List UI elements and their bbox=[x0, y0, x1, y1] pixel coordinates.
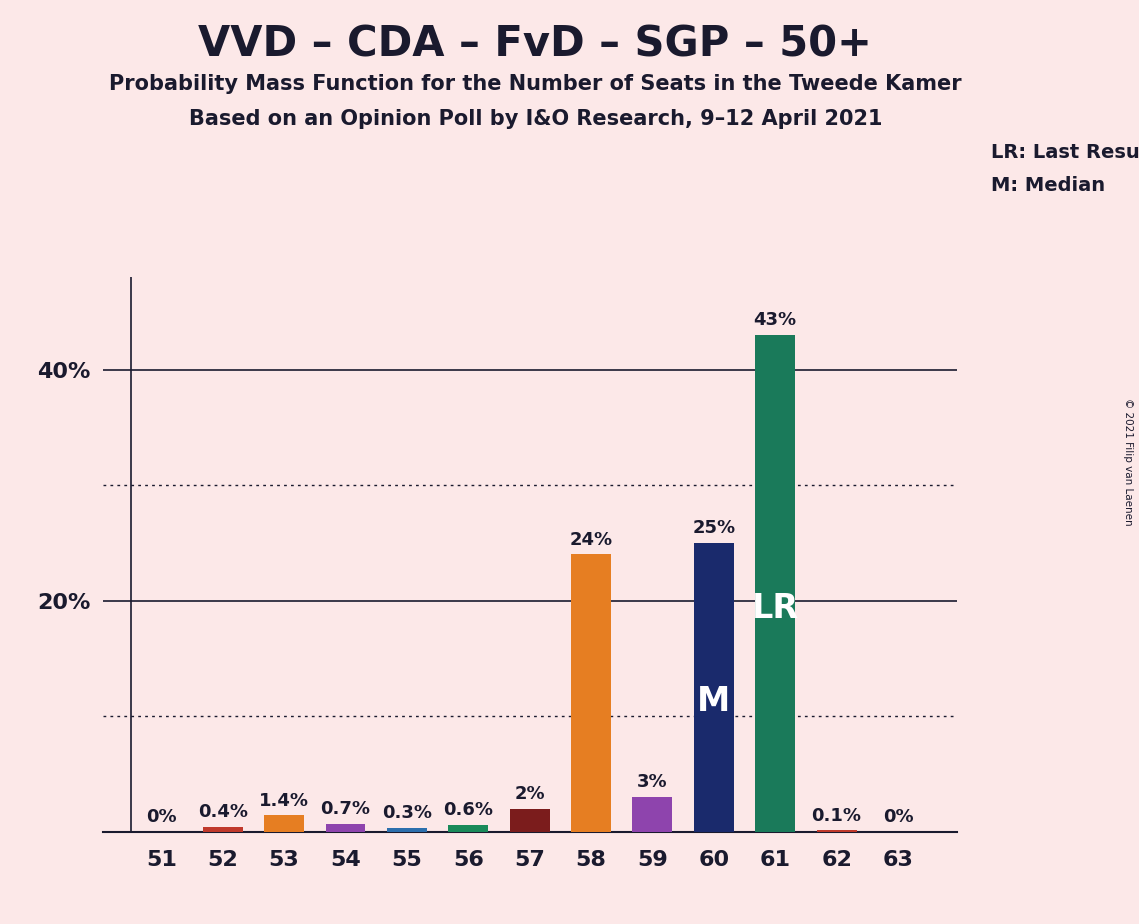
Bar bbox=[755, 335, 795, 832]
Text: M: Median: M: Median bbox=[991, 176, 1105, 195]
Text: 43%: 43% bbox=[754, 311, 797, 329]
Text: Based on an Opinion Poll by I&O Research, 9–12 April 2021: Based on an Opinion Poll by I&O Research… bbox=[189, 109, 882, 129]
Text: 0%: 0% bbox=[146, 808, 177, 826]
Text: M: M bbox=[697, 686, 730, 718]
Text: 2%: 2% bbox=[515, 784, 544, 803]
Text: 0.4%: 0.4% bbox=[198, 803, 247, 821]
Text: 0%: 0% bbox=[883, 808, 913, 826]
Bar bbox=[203, 827, 243, 832]
Bar bbox=[449, 824, 489, 832]
Bar bbox=[571, 554, 611, 832]
Bar bbox=[817, 831, 857, 832]
Text: 0.1%: 0.1% bbox=[812, 807, 861, 824]
Text: LR: Last Result: LR: Last Result bbox=[991, 143, 1139, 163]
Bar bbox=[326, 823, 366, 832]
Text: Probability Mass Function for the Number of Seats in the Tweede Kamer: Probability Mass Function for the Number… bbox=[109, 74, 961, 94]
Text: 0.3%: 0.3% bbox=[382, 805, 432, 822]
Text: LR: LR bbox=[752, 591, 798, 625]
Text: 24%: 24% bbox=[570, 530, 613, 549]
Bar bbox=[694, 543, 734, 832]
Text: 25%: 25% bbox=[693, 519, 736, 537]
Text: © 2021 Filip van Laenen: © 2021 Filip van Laenen bbox=[1123, 398, 1133, 526]
Bar bbox=[509, 808, 550, 832]
Text: VVD – CDA – FvD – SGP – 50+: VVD – CDA – FvD – SGP – 50+ bbox=[198, 23, 872, 65]
Bar bbox=[264, 815, 304, 832]
Bar bbox=[387, 828, 427, 832]
Text: 1.4%: 1.4% bbox=[259, 792, 309, 809]
Text: 3%: 3% bbox=[637, 773, 667, 791]
Text: 0.6%: 0.6% bbox=[443, 801, 493, 819]
Text: 0.7%: 0.7% bbox=[320, 800, 370, 818]
Bar bbox=[632, 796, 672, 832]
